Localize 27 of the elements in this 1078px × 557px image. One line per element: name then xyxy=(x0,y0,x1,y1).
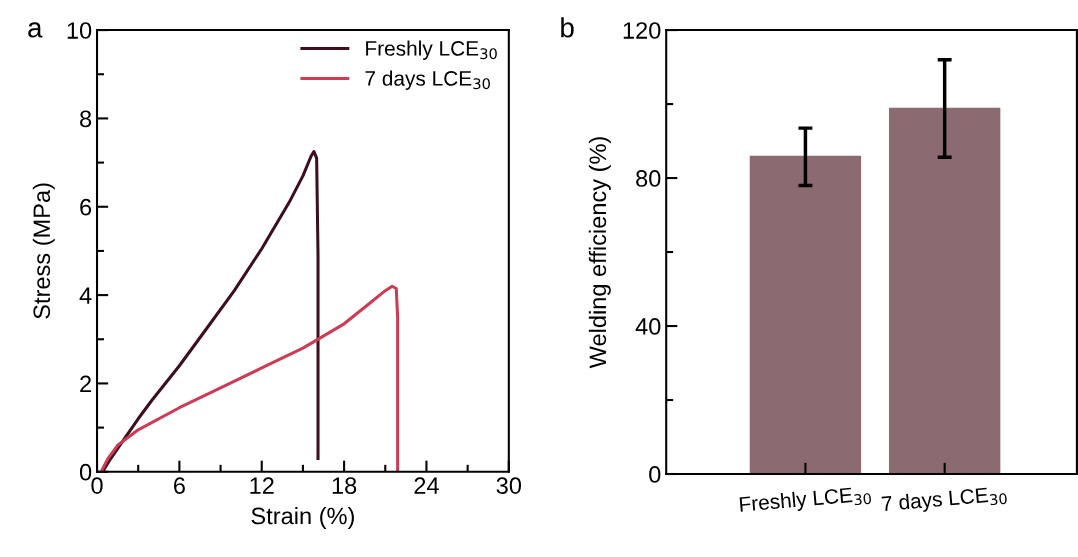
x-tick-label: 24 xyxy=(414,477,439,494)
y-tick-label: 10 xyxy=(67,22,92,39)
text: a xyxy=(28,22,43,38)
y-tick-label: 40 xyxy=(635,318,661,335)
x-tick-label: 0 xyxy=(91,477,103,494)
y-tick-label: 8 xyxy=(80,110,92,128)
text: b xyxy=(561,17,574,38)
x-tick-label: Freshly LCE$_{30}$ xyxy=(739,485,872,516)
y-tick-label: 6 xyxy=(80,198,92,216)
line-series xyxy=(100,150,320,472)
line-series xyxy=(99,284,400,472)
x-tick-label: 12 xyxy=(250,477,274,494)
y-tick-label: 120 xyxy=(623,22,661,39)
x-tick-label: 6 xyxy=(174,477,185,494)
x-axis-title: Strain (%) xyxy=(251,506,354,529)
y-axis-title: Welding efficiency (%) xyxy=(588,137,611,369)
legend-label: 7 days LCE$_{30}$ xyxy=(365,70,490,90)
y-tick-label: 2 xyxy=(80,375,91,392)
y-tick-label: 0 xyxy=(649,466,661,483)
x-tick-label: 30 xyxy=(496,477,522,494)
x-tick-label: 18 xyxy=(332,477,357,494)
legend-label: Freshly LCE$_{30}$ xyxy=(366,40,497,60)
x-tick-label: 7 days LCE$_{30}$ xyxy=(881,485,1008,516)
y-tick-label: 4 xyxy=(79,287,92,304)
y-tick-label: 80 xyxy=(636,170,661,187)
y-tick-label: 0 xyxy=(79,463,92,481)
y-axis-title: Stress (MPa) xyxy=(32,183,55,319)
